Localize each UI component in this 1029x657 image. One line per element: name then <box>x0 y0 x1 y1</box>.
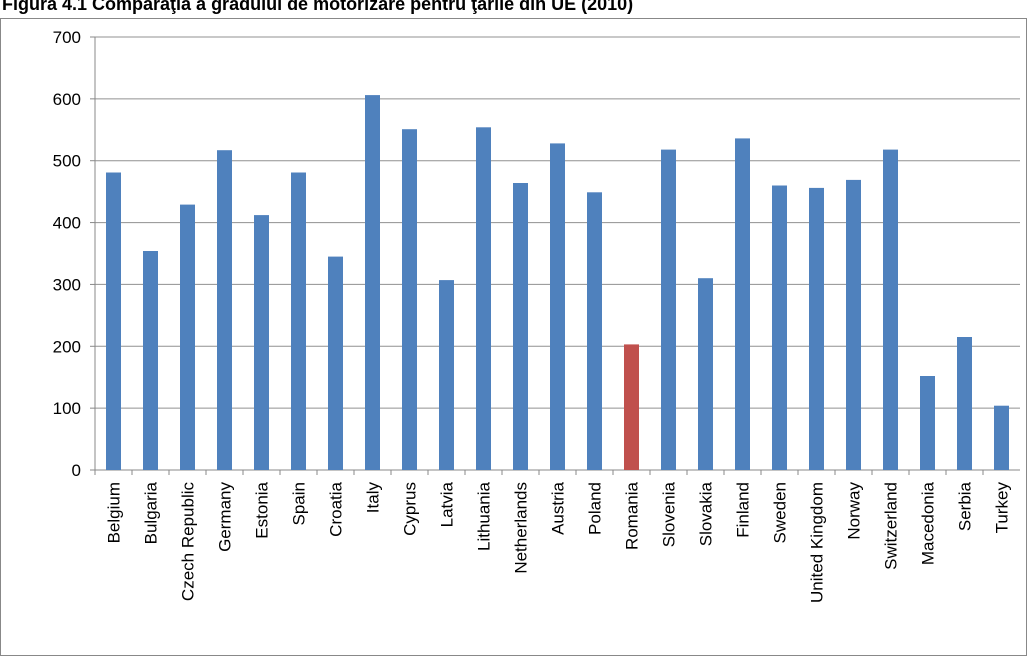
bar-finland <box>735 138 750 470</box>
x-tick-label-spain: Spain <box>290 482 309 525</box>
bar-bulgaria <box>143 251 158 470</box>
bar-netherlands <box>513 183 528 470</box>
x-tick-label-finland: Finland <box>734 482 753 538</box>
y-tick-label-0: 0 <box>72 461 81 480</box>
y-tick-label-500: 500 <box>53 152 81 171</box>
bar-estonia <box>254 215 269 470</box>
bar-italy <box>365 95 380 470</box>
x-tick-label-cyprus: Cyprus <box>401 482 420 536</box>
bar-lithuania <box>476 127 491 471</box>
bar-macedonia <box>920 376 935 470</box>
x-tick-label-macedonia: Macedonia <box>919 481 938 565</box>
x-tick-label-slovakia: Slovakia <box>697 481 716 546</box>
x-tick-label-estonia: Estonia <box>253 481 272 538</box>
x-tick-label-romania: Romania <box>623 481 642 550</box>
bar-turkey <box>994 405 1009 470</box>
bar-croatia <box>328 256 343 470</box>
y-tick-label-700: 700 <box>53 28 81 47</box>
x-tick-label-latvia: Latvia <box>438 481 457 527</box>
bar-slovakia <box>698 278 713 470</box>
x-tick-label-switzerland: Switzerland <box>882 482 901 570</box>
y-tick-label-200: 200 <box>53 337 81 356</box>
x-tick-label-bulgaria: Bulgaria <box>142 481 161 544</box>
x-tick-label-turkey: Turkey <box>993 482 1012 534</box>
bar-germany <box>217 150 232 470</box>
x-tick-label-united-kingdom: United Kingdom <box>808 482 827 603</box>
bar-belgium <box>106 172 121 470</box>
bar-sweden <box>772 185 787 470</box>
bar-slovenia <box>661 149 676 470</box>
bar-serbia <box>957 337 972 470</box>
x-tick-label-lithuania: Lithuania <box>475 481 494 551</box>
x-tick-label-poland: Poland <box>586 482 605 535</box>
x-tick-label-czech-republic: Czech Republic <box>179 482 198 602</box>
x-tick-label-sweden: Sweden <box>771 482 790 543</box>
bar-switzerland <box>883 149 898 470</box>
x-tick-label-belgium: Belgium <box>105 482 124 543</box>
bar-spain <box>291 172 306 470</box>
x-tick-label-italy: Italy <box>364 482 383 514</box>
y-tick-label-100: 100 <box>53 399 81 418</box>
bar-united-kingdom <box>809 187 824 470</box>
y-tick-label-300: 300 <box>53 275 81 294</box>
bar-latvia <box>439 280 454 470</box>
x-tick-label-netherlands: Netherlands <box>512 482 531 574</box>
y-tick-label-400: 400 <box>53 214 81 233</box>
bar-romania <box>624 344 639 470</box>
x-tick-label-serbia: Serbia <box>956 481 975 531</box>
x-tick-label-austria: Austria <box>549 481 568 534</box>
bar-czech-republic <box>180 204 195 470</box>
bar-cyprus <box>402 129 417 470</box>
x-tick-label-norway: Norway <box>845 482 864 540</box>
x-tick-label-germany: Germany <box>216 482 235 552</box>
bar-poland <box>587 192 602 471</box>
chart-title: Figura 4.1 Comparaţia a gradului de moto… <box>2 0 634 14</box>
y-tick-label-600: 600 <box>53 90 81 109</box>
chart-frame <box>0 18 1027 656</box>
x-tick-label-slovenia: Slovenia <box>660 481 679 547</box>
bars <box>106 95 1009 471</box>
x-axis-ticks: Belgium Bulgaria Czech Republic Germany Esto… <box>105 481 1012 603</box>
bar-norway <box>846 179 861 470</box>
x-tick-label-croatia: Croatia <box>327 481 346 536</box>
bar-austria <box>550 143 565 470</box>
y-axis-ticks: 0 100 200 300 400 500 600 700 <box>53 28 81 480</box>
